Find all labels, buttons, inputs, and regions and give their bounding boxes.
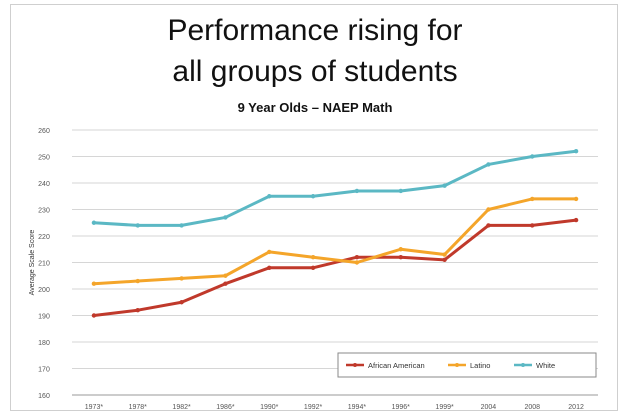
legend-entry: White [536,361,555,370]
data-point [486,207,491,212]
x-tick-label: 2012 [568,404,584,411]
x-tick-label: 1996* [392,404,411,411]
legend-marker [353,363,357,367]
y-tick-label: 180 [38,340,50,347]
series-line [92,197,578,286]
chart-frame [10,4,618,411]
y-tick-label: 250 [38,155,50,162]
data-point [267,249,272,255]
series-line [92,218,578,317]
data-point [91,281,97,286]
data-point [398,247,403,252]
x-tick-label: 1994* [348,404,367,411]
data-point [135,308,140,313]
y-axis-label: Average Scale Score [29,230,36,296]
data-point [442,252,447,257]
data-point [486,223,491,228]
data-point [310,265,316,270]
x-tick-label: 1986* [216,404,235,411]
legend-marker [521,363,525,367]
y-tick-label: 160 [38,393,50,400]
data-point [573,149,579,154]
y-tick-label: 230 [38,208,50,215]
legend-marker [455,363,459,367]
legend-entry: Latino [470,361,490,370]
y-tick-label: 190 [38,314,50,321]
data-point [398,255,403,260]
data-point [135,223,140,228]
data-point [530,196,535,202]
data-point [354,260,360,265]
data-point [223,281,228,286]
data-point [91,313,97,318]
y-tick-label: 210 [38,261,50,268]
x-tick-label: 1982* [172,404,191,411]
data-point [530,223,535,228]
series-line [92,149,578,227]
data-point [223,215,228,220]
data-point [354,188,360,194]
x-tick-label: 1992* [304,404,323,411]
data-point [267,265,272,270]
data-point [310,194,316,199]
legend-box [337,352,597,378]
data-point [179,276,184,281]
data-point [573,196,579,202]
data-point [530,154,535,159]
data-point [179,223,184,228]
data-point [310,255,316,260]
y-tick-label: 220 [38,234,50,241]
chart-title: Performance rising for [167,14,463,47]
data-point [267,194,272,199]
data-point [91,220,97,225]
data-point [573,217,579,223]
x-tick-label: 2008 [524,404,540,411]
x-tick-label: 1999* [435,404,454,411]
y-tick-label: 200 [38,287,50,294]
x-tick-label: 2004 [481,404,497,411]
chart-subtitle: 9 Year Olds – NAEP Math [237,100,393,115]
x-tick-label: 1978* [129,404,148,411]
data-point [223,273,228,278]
chart-title-line2: all groups of students [172,55,458,88]
legend-entry: African American [368,361,425,370]
x-tick-label: 1973* [85,404,104,411]
data-point [179,300,184,305]
y-tick-label: 240 [38,181,50,188]
data-point [442,183,447,188]
data-point [486,162,491,167]
data-point [442,257,447,263]
data-point [398,188,403,194]
data-point [354,255,360,260]
y-tick-label: 260 [38,128,50,135]
y-tick-label: 170 [38,367,50,374]
data-point [135,278,140,284]
x-tick-label: 1990* [260,404,279,411]
